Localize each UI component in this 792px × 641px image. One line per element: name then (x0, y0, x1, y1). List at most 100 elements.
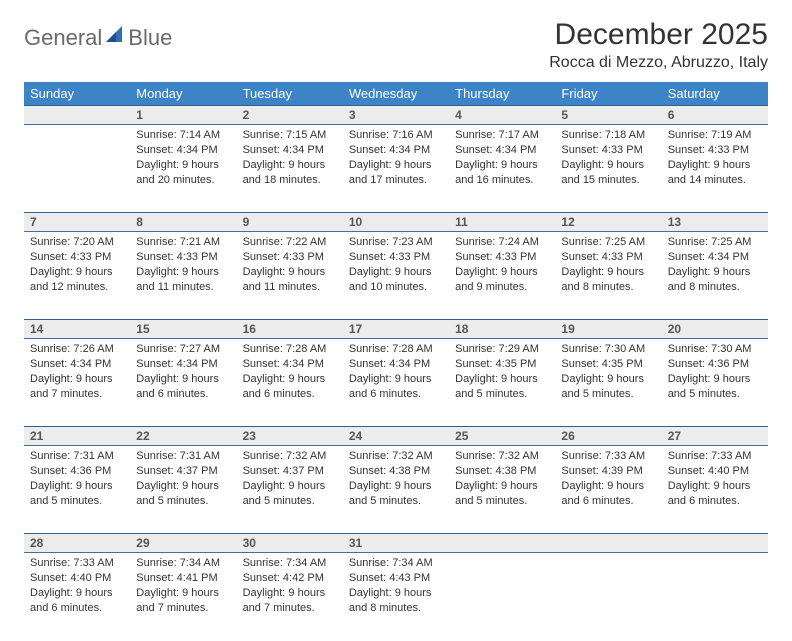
day-number-cell (662, 534, 768, 553)
day-info-line: Daylight: 9 hours (349, 372, 443, 387)
day-body: Sunrise: 7:17 AMSunset: 4:34 PMDaylight:… (449, 125, 555, 193)
day-number: 4 (449, 106, 555, 124)
day-number: 19 (555, 320, 661, 338)
day-body: Sunrise: 7:22 AMSunset: 4:33 PMDaylight:… (237, 232, 343, 300)
day-info-line: Sunrise: 7:32 AM (243, 449, 337, 464)
day-info-line: Sunset: 4:34 PM (243, 357, 337, 372)
day-body: Sunrise: 7:34 AMSunset: 4:42 PMDaylight:… (237, 553, 343, 621)
day-number: 13 (662, 213, 768, 231)
day-number: 31 (343, 534, 449, 552)
day-info-line: Sunset: 4:34 PM (243, 143, 337, 158)
day-body: Sunrise: 7:25 AMSunset: 4:33 PMDaylight:… (555, 232, 661, 300)
day-info-line: Sunrise: 7:22 AM (243, 235, 337, 250)
day-info-line: Daylight: 9 hours (668, 372, 762, 387)
day-info-line: Daylight: 9 hours (30, 479, 124, 494)
day-cell: Sunrise: 7:34 AMSunset: 4:41 PMDaylight:… (130, 553, 236, 641)
day-body: Sunrise: 7:16 AMSunset: 4:34 PMDaylight:… (343, 125, 449, 193)
day-info-line: Sunrise: 7:26 AM (30, 342, 124, 357)
day-number-cell (555, 534, 661, 553)
day-body: Sunrise: 7:30 AMSunset: 4:35 PMDaylight:… (555, 339, 661, 407)
day-number: 26 (555, 427, 661, 445)
day-cell: Sunrise: 7:22 AMSunset: 4:33 PMDaylight:… (237, 232, 343, 320)
day-info-line: Daylight: 9 hours (243, 158, 337, 173)
day-body (662, 553, 768, 562)
week-row: Sunrise: 7:33 AMSunset: 4:40 PMDaylight:… (24, 553, 768, 641)
day-cell (555, 553, 661, 641)
day-info-line: and 7 minutes. (30, 387, 124, 402)
day-body: Sunrise: 7:29 AMSunset: 4:35 PMDaylight:… (449, 339, 555, 407)
day-body: Sunrise: 7:20 AMSunset: 4:33 PMDaylight:… (24, 232, 130, 300)
day-cell: Sunrise: 7:15 AMSunset: 4:34 PMDaylight:… (237, 125, 343, 213)
day-number: 18 (449, 320, 555, 338)
day-number-cell: 5 (555, 106, 661, 125)
day-info-line: Sunset: 4:33 PM (30, 250, 124, 265)
day-number (24, 106, 130, 110)
weekday-header: Tuesday (237, 82, 343, 106)
day-info-line: Sunrise: 7:17 AM (455, 128, 549, 143)
day-info-line: Sunset: 4:33 PM (243, 250, 337, 265)
day-body: Sunrise: 7:23 AMSunset: 4:33 PMDaylight:… (343, 232, 449, 300)
day-info-line: Daylight: 9 hours (455, 479, 549, 494)
day-cell: Sunrise: 7:19 AMSunset: 4:33 PMDaylight:… (662, 125, 768, 213)
day-info-line: Daylight: 9 hours (349, 479, 443, 494)
day-cell: Sunrise: 7:26 AMSunset: 4:34 PMDaylight:… (24, 339, 130, 427)
day-number: 2 (237, 106, 343, 124)
day-cell: Sunrise: 7:27 AMSunset: 4:34 PMDaylight:… (130, 339, 236, 427)
day-info-line: Sunrise: 7:28 AM (243, 342, 337, 357)
day-info-line: Daylight: 9 hours (455, 265, 549, 280)
day-number-cell: 9 (237, 213, 343, 232)
day-number: 16 (237, 320, 343, 338)
day-body: Sunrise: 7:32 AMSunset: 4:37 PMDaylight:… (237, 446, 343, 514)
week-row: Sunrise: 7:31 AMSunset: 4:36 PMDaylight:… (24, 446, 768, 534)
day-info-line: Sunset: 4:34 PM (349, 143, 443, 158)
day-number-cell: 18 (449, 320, 555, 339)
day-body: Sunrise: 7:21 AMSunset: 4:33 PMDaylight:… (130, 232, 236, 300)
day-number-cell: 4 (449, 106, 555, 125)
day-body: Sunrise: 7:33 AMSunset: 4:40 PMDaylight:… (662, 446, 768, 514)
day-info-line: and 5 minutes. (561, 387, 655, 402)
day-info-line: Sunset: 4:33 PM (455, 250, 549, 265)
day-info-line: Sunset: 4:34 PM (455, 143, 549, 158)
day-cell: Sunrise: 7:32 AMSunset: 4:38 PMDaylight:… (343, 446, 449, 534)
day-number: 9 (237, 213, 343, 231)
day-body: Sunrise: 7:19 AMSunset: 4:33 PMDaylight:… (662, 125, 768, 193)
day-number-cell: 10 (343, 213, 449, 232)
day-body: Sunrise: 7:15 AMSunset: 4:34 PMDaylight:… (237, 125, 343, 193)
day-cell: Sunrise: 7:23 AMSunset: 4:33 PMDaylight:… (343, 232, 449, 320)
day-info-line: Sunset: 4:40 PM (668, 464, 762, 479)
day-info-line: Sunrise: 7:33 AM (561, 449, 655, 464)
day-cell: Sunrise: 7:28 AMSunset: 4:34 PMDaylight:… (343, 339, 449, 427)
calendar-header-row: SundayMondayTuesdayWednesdayThursdayFrid… (24, 82, 768, 106)
day-info-line: and 18 minutes. (243, 173, 337, 188)
day-info-line: Sunset: 4:39 PM (561, 464, 655, 479)
brand-sail-icon (104, 24, 126, 51)
day-number-row: 123456 (24, 106, 768, 125)
day-body (24, 125, 130, 134)
day-number-cell (24, 106, 130, 125)
day-info-line: Sunrise: 7:18 AM (561, 128, 655, 143)
day-info-line: Daylight: 9 hours (349, 158, 443, 173)
day-number: 27 (662, 427, 768, 445)
day-info-line: and 5 minutes. (455, 494, 549, 509)
day-body: Sunrise: 7:18 AMSunset: 4:33 PMDaylight:… (555, 125, 661, 193)
day-info-line: and 5 minutes. (30, 494, 124, 509)
day-info-line: Sunset: 4:34 PM (30, 357, 124, 372)
day-info-line: Daylight: 9 hours (668, 265, 762, 280)
day-info-line: Sunset: 4:37 PM (136, 464, 230, 479)
day-cell: Sunrise: 7:18 AMSunset: 4:33 PMDaylight:… (555, 125, 661, 213)
day-info-line: Sunrise: 7:25 AM (668, 235, 762, 250)
day-cell: Sunrise: 7:30 AMSunset: 4:35 PMDaylight:… (555, 339, 661, 427)
day-info-line: Sunset: 4:36 PM (30, 464, 124, 479)
day-info-line: Sunset: 4:41 PM (136, 571, 230, 586)
day-number-cell: 24 (343, 427, 449, 446)
weekday-header: Monday (130, 82, 236, 106)
day-number-cell: 7 (24, 213, 130, 232)
day-info-line: Daylight: 9 hours (136, 372, 230, 387)
day-info-line: and 5 minutes. (243, 494, 337, 509)
week-row: Sunrise: 7:26 AMSunset: 4:34 PMDaylight:… (24, 339, 768, 427)
day-info-line: and 5 minutes. (668, 387, 762, 402)
day-info-line: Sunset: 4:34 PM (136, 143, 230, 158)
day-number: 15 (130, 320, 236, 338)
day-number: 7 (24, 213, 130, 231)
day-cell (449, 553, 555, 641)
